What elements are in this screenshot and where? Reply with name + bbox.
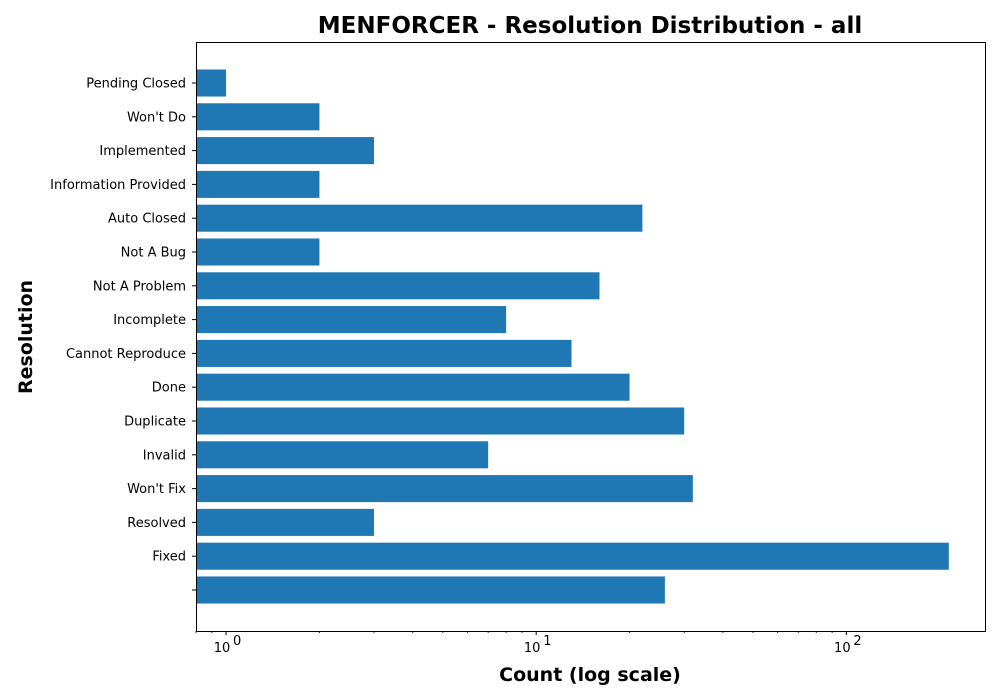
bar: [196, 475, 693, 503]
y-tick-label: Resolved: [127, 516, 186, 531]
x-axis: 10 0 10 1 10 2: [195, 631, 862, 656]
x-tick-label: 10: [834, 641, 851, 656]
bar: [196, 441, 489, 469]
bar: [196, 103, 320, 131]
y-tick-label: Implemented: [99, 144, 186, 159]
y-tick-label: Information Provided: [50, 178, 186, 193]
bar: [196, 306, 507, 334]
bar: [196, 576, 665, 604]
bar: [196, 69, 227, 97]
bar: [196, 204, 643, 232]
y-tick-label: Auto Closed: [108, 212, 186, 227]
y-tick-label: Won't Do: [127, 110, 186, 125]
x-tick-exponent: 2: [853, 634, 861, 649]
plot-frame: [196, 42, 986, 632]
y-tick-label: Pending Closed: [86, 77, 186, 92]
bar: [196, 407, 685, 435]
bars-group: [196, 69, 949, 604]
y-tick-label: Duplicate: [124, 415, 186, 430]
y-tick-label: Done: [152, 381, 186, 396]
y-axis: Fixed Resolved Won't Fix Invalid Duplicate Do…: [50, 77, 196, 591]
bar: [196, 272, 600, 300]
y-tick-label: Incomplete: [113, 313, 186, 328]
bar: [196, 339, 572, 367]
bar: [196, 542, 949, 570]
x-tick-exponent: 1: [543, 634, 551, 649]
y-tick-label: Not A Problem: [93, 279, 186, 294]
y-tick-label: Invalid: [143, 448, 186, 463]
x-tick-label: 10: [214, 641, 231, 656]
y-tick-label: Fixed: [152, 550, 186, 565]
bar: [196, 238, 320, 266]
bar: [196, 170, 320, 198]
chart-title: MENFORCER - Resolution Distribution - al…: [318, 13, 862, 39]
x-axis-label: Count (log scale): [499, 664, 681, 686]
x-tick-label: 10: [524, 641, 541, 656]
bar: [196, 137, 375, 165]
y-tick-label: Cannot Reproduce: [66, 347, 186, 362]
y-tick-label: Not A Bug: [121, 246, 186, 261]
y-axis-label: Resolution: [15, 280, 37, 394]
bar: [196, 508, 375, 536]
y-tick-label: Won't Fix: [127, 482, 186, 497]
x-tick-exponent: 0: [233, 634, 241, 649]
bar: [196, 373, 630, 401]
